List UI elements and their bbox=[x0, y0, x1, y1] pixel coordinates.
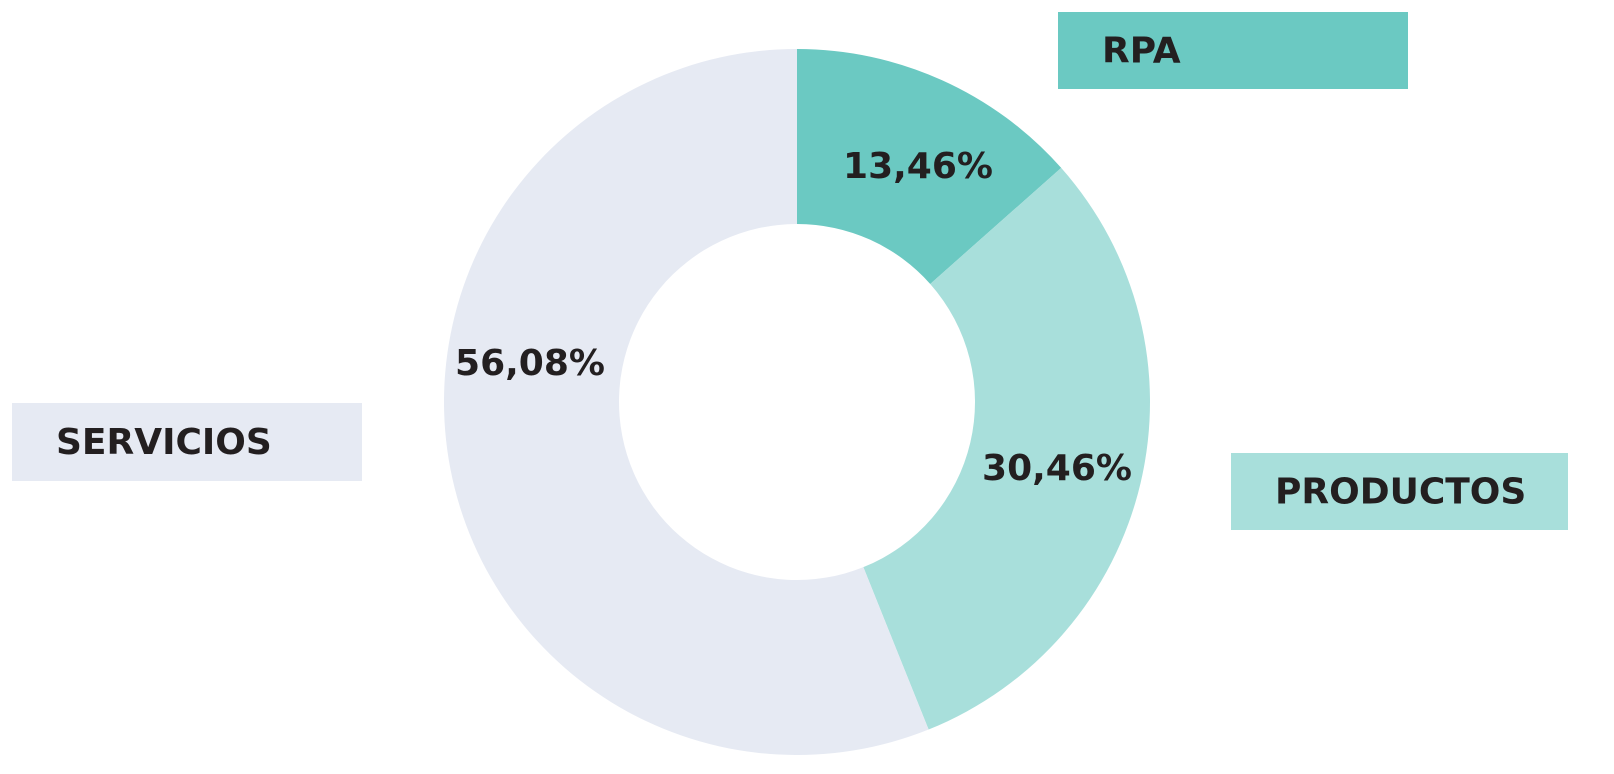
legend-box bbox=[12, 403, 362, 481]
legend-label: SERVICIOS bbox=[56, 422, 272, 463]
donut-slice bbox=[863, 167, 1150, 730]
data-label: 30,46% bbox=[982, 448, 1132, 489]
legend-box bbox=[1231, 453, 1568, 530]
data-label: 13,46% bbox=[843, 146, 993, 187]
donut-slice bbox=[797, 49, 1062, 284]
donut-slice bbox=[444, 49, 929, 755]
legend-box bbox=[1058, 12, 1408, 89]
legend-label: RPA bbox=[1102, 31, 1181, 72]
data-label: 56,08% bbox=[455, 343, 605, 384]
legend-label: PRODUCTOS bbox=[1275, 472, 1526, 513]
